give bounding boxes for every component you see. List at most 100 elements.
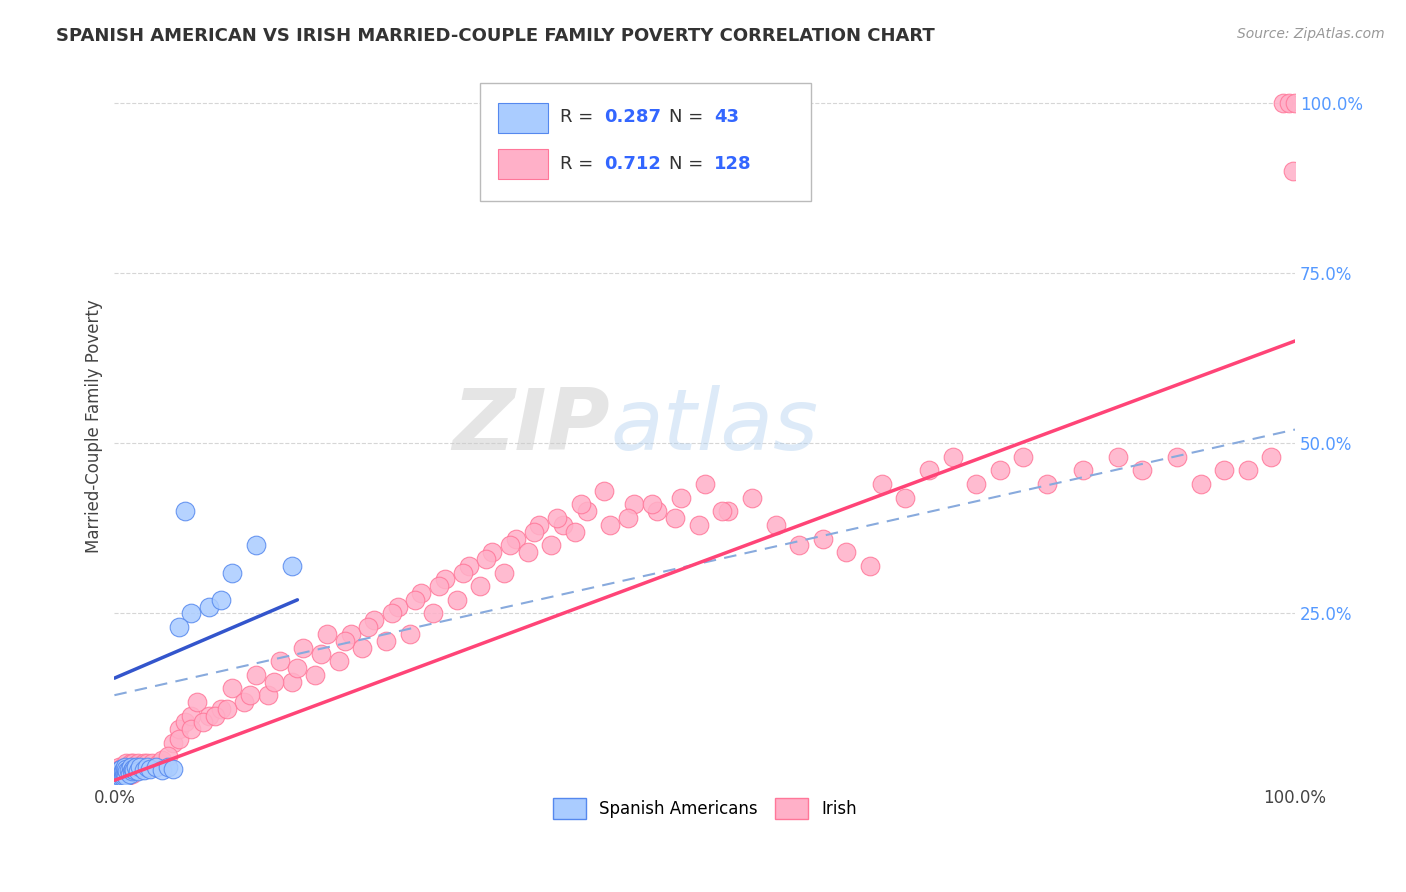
Point [121,766,143,780]
Point [111,760,134,774]
Point [117,760,139,774]
Point [108,764,131,779]
Point [124,762,146,776]
Point [516,545,538,559]
Point [427,579,450,593]
Point [117,763,139,777]
Point [110,762,132,776]
Point [623,498,645,512]
Point [122,762,145,776]
Point [124,763,146,777]
Point [522,524,544,539]
Point [209,592,232,607]
Point [169,620,191,634]
Text: Source: ZipAtlas.com: Source: ZipAtlas.com [1237,27,1385,41]
Point [107,768,129,782]
Point [169,723,191,737]
Point [505,532,527,546]
Point [569,498,592,512]
Point [114,760,136,774]
Point [1130,463,1153,477]
Point [112,763,135,777]
Point [316,627,339,641]
Point [529,517,551,532]
Point [174,504,197,518]
Point [470,579,492,593]
Point [245,667,267,681]
FancyBboxPatch shape [481,83,811,201]
Point [711,504,734,518]
Point [129,762,152,776]
Point [287,661,309,675]
Point [375,633,398,648]
Point [156,749,179,764]
Text: 43: 43 [714,108,740,126]
Point [198,599,221,614]
Point [647,504,669,518]
Point [114,766,136,780]
Point [765,517,787,532]
Point [174,715,197,730]
Point [239,688,262,702]
Text: 128: 128 [714,154,752,173]
Point [105,766,128,780]
Point [156,760,179,774]
Point [309,648,332,662]
Point [1272,95,1295,110]
Point [1213,463,1236,477]
Point [191,715,214,730]
Point [1166,450,1188,464]
Point [118,760,141,774]
Point [127,764,149,779]
Point [105,768,128,782]
Point [180,607,202,621]
Point [965,477,987,491]
Point [111,772,134,786]
Point [357,620,380,634]
Point [112,768,135,782]
Point [233,695,256,709]
Point [111,764,134,779]
Point [186,695,208,709]
Point [741,491,763,505]
Point [280,558,302,573]
Point [104,770,127,784]
Point [162,736,184,750]
Point [339,627,361,641]
Point [221,681,243,696]
Point [127,763,149,777]
Point [107,772,129,786]
Point [112,764,135,779]
Point [105,772,128,786]
FancyBboxPatch shape [498,149,548,179]
Point [111,770,134,784]
Point [107,763,129,777]
Point [263,674,285,689]
Point [114,760,136,774]
Point [593,483,616,498]
Point [664,511,686,525]
Point [112,768,135,782]
Point [564,524,586,539]
Text: N =: N = [669,108,709,126]
Text: SPANISH AMERICAN VS IRISH MARRIED-COUPLE FAMILY POVERTY CORRELATION CHART: SPANISH AMERICAN VS IRISH MARRIED-COUPLE… [56,27,935,45]
Point [115,763,138,777]
Point [551,517,574,532]
Point [122,756,145,771]
Point [1284,95,1306,110]
Point [215,702,238,716]
Point [110,766,132,780]
Point [131,757,153,772]
Point [115,768,138,782]
Point [1107,450,1129,464]
Point [918,463,941,477]
Point [209,702,232,716]
Point [110,764,132,779]
Point [120,760,142,774]
Point [139,762,162,776]
Point [122,764,145,779]
Point [422,607,444,621]
Point [112,762,135,776]
Point [124,760,146,774]
Text: 0.712: 0.712 [605,154,661,173]
